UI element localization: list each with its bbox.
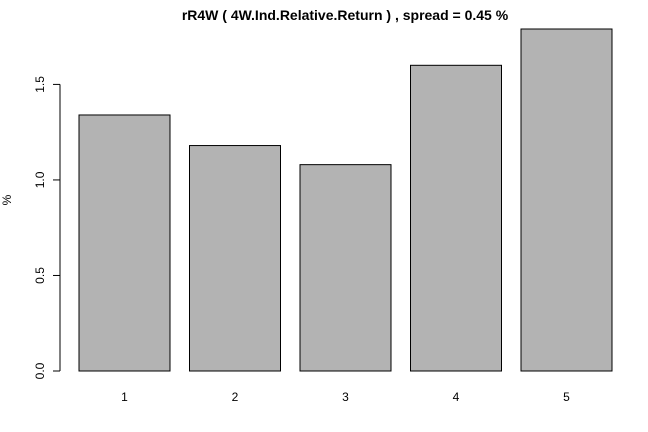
y-tick-label: 1.0 <box>33 171 47 188</box>
x-tick-label-4: 4 <box>453 390 460 404</box>
bars-group <box>78 28 613 372</box>
bar-1 <box>78 114 171 372</box>
bar-2 <box>189 145 281 372</box>
x-tick-label-2: 2 <box>232 390 239 404</box>
y-tick-label: 1.5 <box>33 76 47 93</box>
bar-3 <box>299 164 392 372</box>
y-tick-label: 0.5 <box>33 267 47 284</box>
y-axis: 0.0 0.5 1.0 1.5 <box>33 76 61 379</box>
x-tick-label-1: 1 <box>121 390 128 404</box>
y-axis-label: % <box>0 194 14 205</box>
x-tick-label-3: 3 <box>342 390 349 404</box>
bar-4 <box>410 64 502 372</box>
bar-5 <box>520 28 613 372</box>
y-tick-label: 0.0 <box>33 362 47 379</box>
x-tick-labels-group: 1 2 3 4 5 <box>121 390 570 404</box>
x-tick-label-5: 5 <box>563 390 570 404</box>
chart-title: rR4W ( 4W.Ind.Relative.Return ) , spread… <box>182 7 509 23</box>
